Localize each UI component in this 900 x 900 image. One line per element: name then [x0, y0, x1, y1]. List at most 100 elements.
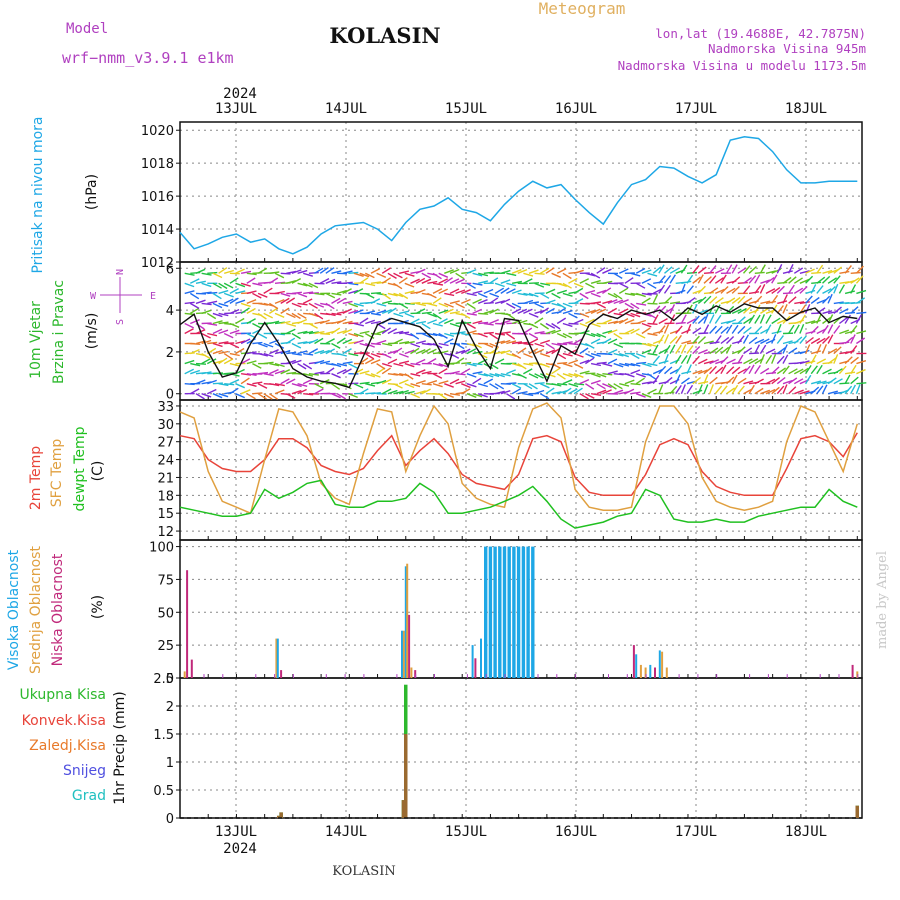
wind-barb	[229, 277, 239, 284]
precip-legend-item: Ukupna Kisa	[19, 687, 106, 703]
wind-barb	[342, 308, 353, 315]
wind-barb	[207, 291, 218, 295]
wind-barb	[573, 387, 583, 395]
wind-barb	[714, 277, 724, 284]
wind-barb	[630, 352, 640, 360]
wind-barb	[314, 331, 325, 335]
wind-barb	[619, 362, 630, 367]
wind-barb	[720, 346, 730, 355]
wind-barb	[793, 287, 804, 294]
wind-barb	[788, 276, 797, 284]
wind-barb	[748, 358, 759, 365]
wind-barb	[246, 277, 256, 284]
cloud-bar	[183, 671, 186, 678]
panel-frame	[179, 539, 863, 679]
wind-barb	[635, 393, 646, 398]
wind-barb	[511, 341, 523, 345]
wind-barb	[810, 354, 817, 364]
wind-barb	[207, 322, 218, 326]
wind-barb	[816, 364, 823, 375]
wind-barb	[743, 358, 753, 365]
wind-barb	[709, 358, 720, 365]
wind-barb	[393, 292, 404, 298]
cloud-bar	[410, 667, 413, 678]
wind-barb	[776, 347, 786, 355]
wind-barb	[760, 307, 770, 314]
wind-barb	[393, 338, 403, 345]
wind-barb	[782, 354, 789, 364]
wind-barb	[540, 339, 551, 345]
wind-barb	[229, 287, 239, 295]
wind-barb	[703, 324, 710, 334]
wind-barb	[517, 363, 527, 370]
wind-barb	[201, 393, 212, 398]
wind-barb	[805, 268, 815, 274]
wind-barb	[590, 308, 601, 315]
wind-barb	[387, 292, 398, 297]
wind-barb	[816, 380, 827, 385]
wind-barb	[551, 329, 562, 335]
temp-label-a: 2m Temp	[28, 446, 44, 510]
cloud-bar-trace	[203, 674, 205, 678]
wind-barb	[404, 390, 415, 395]
wind-barb	[607, 383, 617, 390]
wind-barb	[658, 348, 668, 355]
wind-barb	[737, 316, 746, 325]
wind-barb	[455, 349, 466, 355]
wind-barb	[726, 287, 736, 295]
wind-barb	[771, 274, 778, 284]
wind-barb	[855, 384, 861, 394]
wind-barb	[680, 384, 686, 394]
wind-barb	[195, 292, 207, 295]
wind-barb	[686, 364, 692, 374]
wind-barb	[635, 319, 647, 325]
day-label-top: 13JUL	[215, 101, 257, 117]
wind-barb	[229, 387, 239, 395]
wind-barb	[359, 277, 369, 284]
wind-barb	[669, 274, 676, 284]
wind-barb	[737, 335, 745, 344]
wind-barb	[799, 390, 810, 395]
wind-barb	[810, 319, 821, 325]
wind-barb	[212, 342, 223, 348]
wind-barb	[850, 284, 857, 294]
precip-legend-item: Grad	[72, 788, 106, 804]
wind-barb	[663, 344, 671, 354]
wind-barb	[697, 285, 706, 294]
wind-barb	[647, 373, 657, 380]
wind-barb	[511, 302, 522, 309]
y-tick-label: 21	[157, 471, 174, 486]
wind-barb	[438, 380, 449, 385]
wind-barb	[404, 362, 415, 368]
wind-barb	[286, 359, 297, 365]
wind-barb	[393, 390, 404, 395]
wind-barb	[212, 272, 223, 279]
wind-barb	[714, 325, 723, 334]
wind-barb	[737, 377, 747, 385]
wind-barb	[647, 272, 658, 277]
wind-barb	[393, 373, 404, 377]
wind-barb	[382, 300, 393, 305]
altitude-label: Nadmorska Visina 945m	[708, 41, 866, 56]
wind-barb	[398, 277, 408, 284]
wind-barb	[478, 383, 488, 388]
wind-barb	[427, 280, 438, 284]
wind-barb	[551, 367, 561, 375]
wind-barb	[636, 302, 647, 306]
wind-barb	[438, 342, 449, 347]
wind-barb	[697, 266, 707, 274]
wind-barb	[675, 322, 686, 325]
wind-barb	[376, 302, 387, 307]
wind-barb	[714, 366, 724, 375]
wind-barb	[658, 264, 665, 274]
wind-barb	[562, 379, 573, 385]
wind-barb	[274, 369, 285, 375]
wind-barb	[438, 288, 449, 295]
wind-barb	[415, 340, 426, 345]
wind-barb	[427, 312, 438, 318]
wind-barb	[331, 342, 341, 349]
y-tick-label: 18	[157, 489, 174, 504]
cloud-bar	[507, 546, 511, 678]
wind-barb	[793, 378, 804, 385]
wind-barb	[568, 388, 578, 395]
